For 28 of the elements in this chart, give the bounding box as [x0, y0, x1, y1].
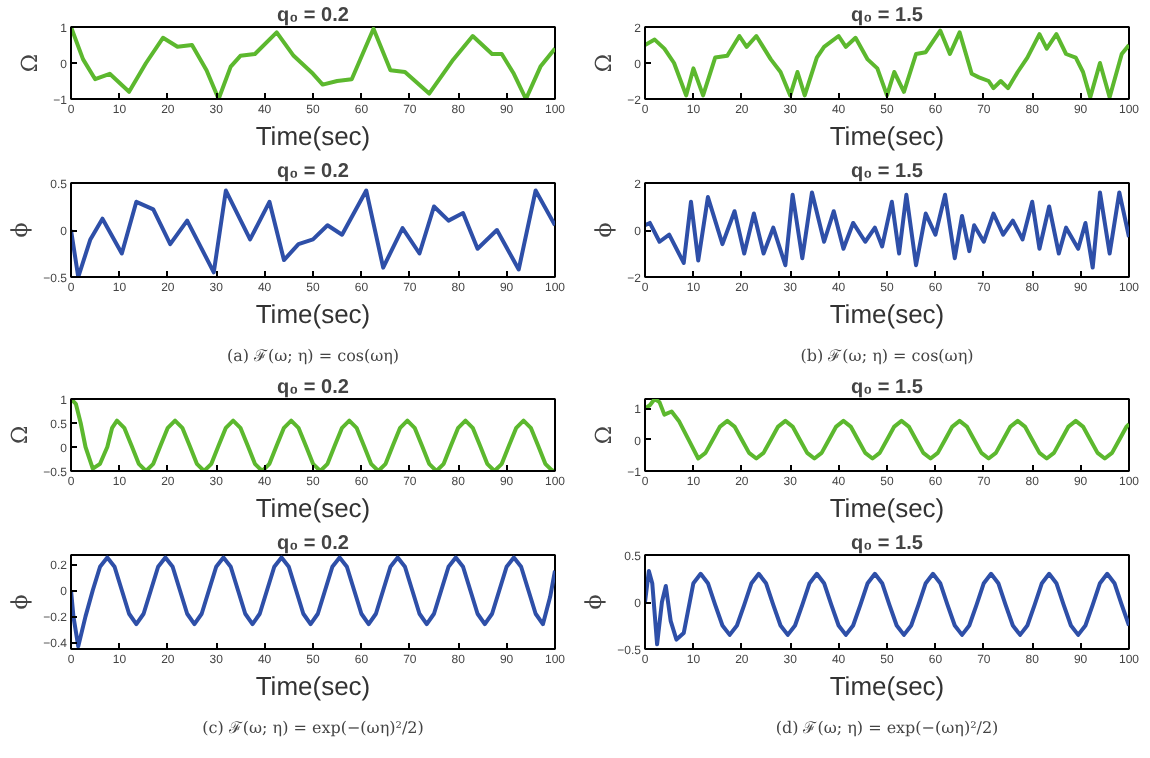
x-axis-title: Time(sec) [829, 299, 945, 329]
x-axis-title: Time(sec) [255, 121, 371, 151]
x-axis-title: Time(sec) [255, 671, 371, 701]
y-axis-title: ϕ [581, 593, 608, 610]
y-axis-title: ϕ [7, 221, 34, 238]
x-axis-title: Time(sec) [829, 671, 945, 701]
chart-title: q₀ = 0.2 [277, 377, 350, 399]
x-axis-title: Time(sec) [255, 493, 371, 523]
chart-title: q₀ = 1.5 [851, 533, 924, 555]
y-axis-title: ϕ [591, 221, 618, 238]
text: (b) ℱ(ω; η) = cos(ωη) [800, 347, 974, 365]
x-axis-title: Time(sec) [255, 299, 371, 329]
x-axis-title: Time(sec) [829, 493, 945, 523]
text: (a) ℱ(ω; η) = cos(ωη) [226, 347, 400, 365]
y-axis-title: Ω [17, 53, 44, 73]
y-axis-title: Ω [591, 53, 618, 73]
y-axis-title: Ω [591, 425, 618, 445]
chart-title: q₀ = 0.2 [277, 533, 350, 555]
text: (c) ℱ(ω; η) = exp(−(ωη)²/2) [202, 719, 424, 737]
text: (d) ℱ(ω; η) = exp(−(ωη)²/2) [775, 719, 999, 737]
chart-title: q₀ = 1.5 [851, 377, 924, 399]
chart-title: q₀ = 1.5 [851, 5, 924, 27]
chart-title: q₀ = 0.2 [277, 5, 350, 27]
chart-title: q₀ = 1.5 [851, 161, 924, 183]
x-axis-title: Time(sec) [829, 121, 945, 151]
y-axis-title: Ω [7, 425, 34, 445]
chart-title: q₀ = 0.2 [277, 161, 350, 183]
y-axis-title: ϕ [7, 593, 34, 610]
